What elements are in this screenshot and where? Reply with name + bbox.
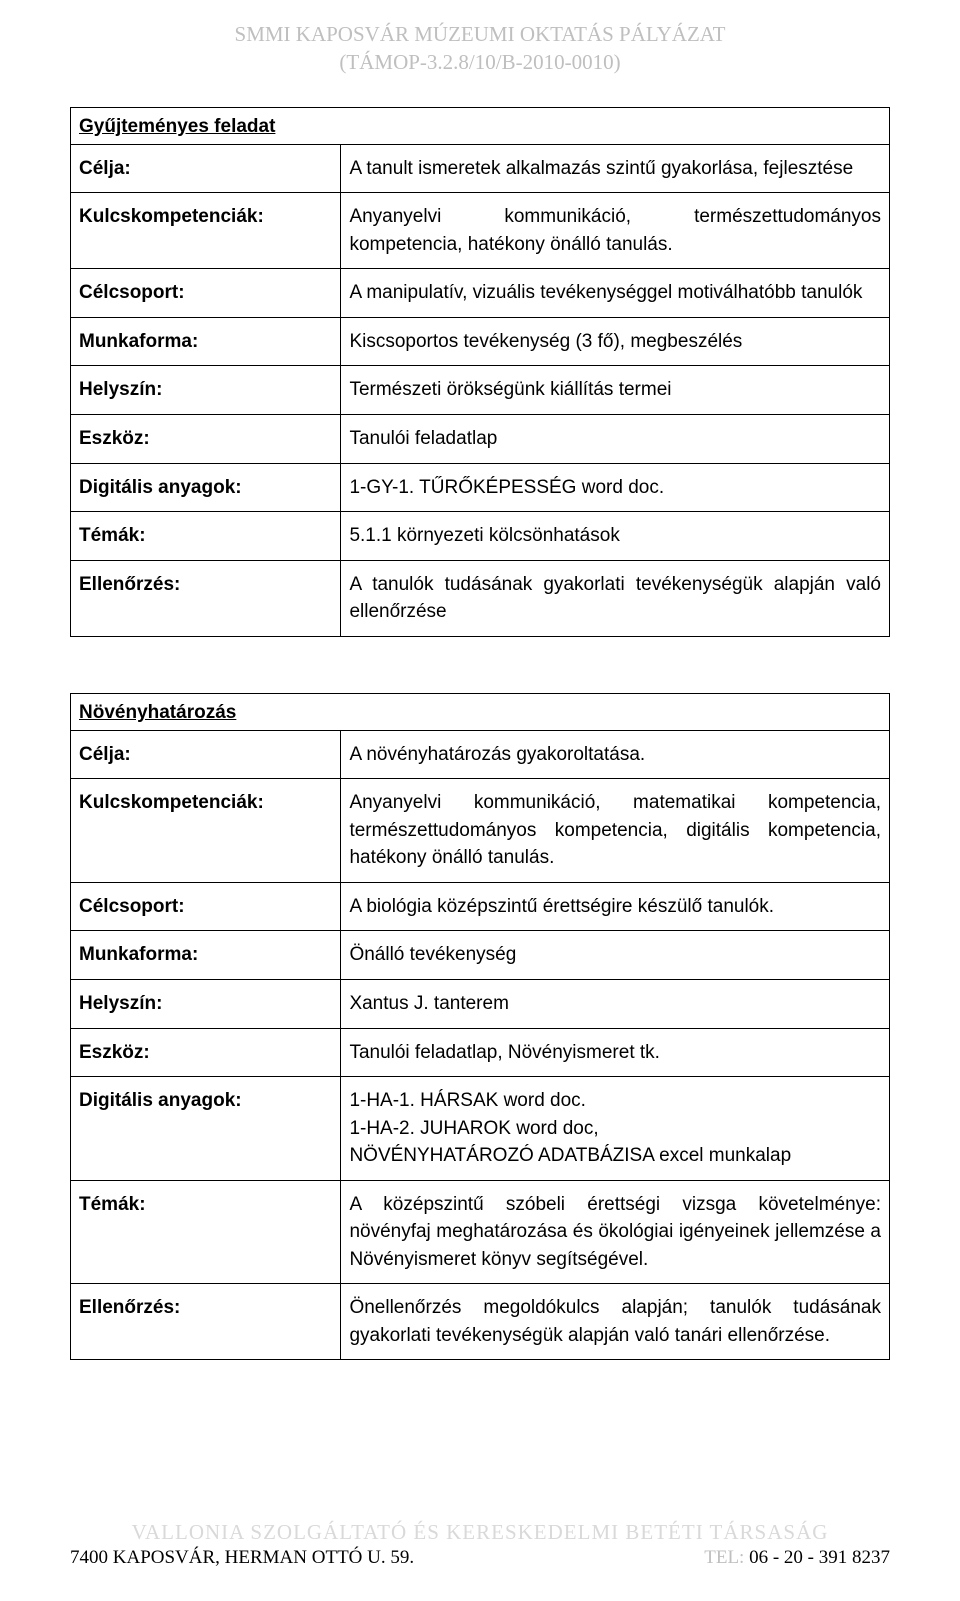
block2-value: Anyanyelvi kommunikáció, matematikai kom… <box>341 779 889 883</box>
block2-value: Önálló tevékenység <box>341 931 889 980</box>
table-row: Eszköz:Tanulói feladatlap, Növényismeret… <box>71 1028 889 1077</box>
block-novenyhatarozas: Növényhatározás Célja:A növényhatározás … <box>70 693 890 1361</box>
table-row: Kulcskompetenciák:Anyanyelvi kommunikáci… <box>71 779 889 883</box>
block2-value: Önellenőrzés megoldókulcs alapján; tanul… <box>341 1284 889 1360</box>
block1-label: Célja: <box>71 145 341 193</box>
table-row: Digitális anyagok:1-GY-1. TŰRŐKÉPESSÉG w… <box>71 463 889 512</box>
table-row: Helyszín:Xantus J. tanterem <box>71 979 889 1028</box>
table-row: Célja:A tanult ismeretek alkalmazás szin… <box>71 145 889 193</box>
block1-label: Digitális anyagok: <box>71 463 341 512</box>
table-row: Témák:A középszintű szóbeli érettségi vi… <box>71 1180 889 1284</box>
header-line1: SMMI KAPOSVÁR MÚZEUMI OKTATÁS PÁLYÁZAT <box>70 20 890 48</box>
table-row: Célja:A növényhatározás gyakoroltatása. <box>71 731 889 779</box>
table-row: Helyszín:Természeti örökségünk kiállítás… <box>71 366 889 415</box>
block2-value: Xantus J. tanterem <box>341 979 889 1028</box>
block2-value: A növényhatározás gyakoroltatása. <box>341 731 889 779</box>
table-row: Ellenőrzés:Önellenőrzés megoldókulcs ala… <box>71 1284 889 1360</box>
block1-value: Természeti örökségünk kiállítás termei <box>341 366 889 415</box>
block1-value: 1-GY-1. TŰRŐKÉPESSÉG word doc. <box>341 463 889 512</box>
table-row: Témák:5.1.1 környezeti kölcsönhatások <box>71 512 889 561</box>
block1-label: Témák: <box>71 512 341 561</box>
block2-value: 1-HA-1. HÁRSAK word doc.1-HA-2. JUHAROK … <box>341 1077 889 1181</box>
table-row: Kulcskompetenciák:Anyanyelvi kommunikáci… <box>71 193 889 269</box>
block1-label: Kulcskompetenciák: <box>71 193 341 269</box>
table-row: Eszköz:Tanulói feladatlap <box>71 414 889 463</box>
block1-value: Kiscsoportos tevékenység (3 fő), megbesz… <box>341 317 889 366</box>
table-row: Ellenőrzés:A tanulók tudásának gyakorlat… <box>71 560 889 636</box>
block2-title: Növényhatározás <box>71 694 889 731</box>
block1-value: A tanulók tudásának gyakorlati tevékenys… <box>341 560 889 636</box>
table-row: Munkaforma:Kiscsoportos tevékenység (3 f… <box>71 317 889 366</box>
block2-value: A biológia középszintű érettségire készü… <box>341 882 889 931</box>
footer-address: 7400 KAPOSVÁR, HERMAN OTTÓ U. 59. <box>70 1547 414 1569</box>
header-line2: (TÁMOP-3.2.8/10/B-2010-0010) <box>70 48 890 76</box>
footer-company: VALLONIA SZOLGÁLTATÓ ÉS KERESKEDELMI BET… <box>70 1520 890 1545</box>
block2-label: Munkaforma: <box>71 931 341 980</box>
block1-value: A tanult ismeretek alkalmazás szintű gya… <box>341 145 889 193</box>
block2-label: Eszköz: <box>71 1028 341 1077</box>
footer-tel-number: 06 - 20 - 391 8237 <box>744 1547 890 1568</box>
block1-table: Célja:A tanult ismeretek alkalmazás szin… <box>71 145 889 636</box>
table-row: Célcsoport:A biológia középszintű éretts… <box>71 882 889 931</box>
block1-label: Eszköz: <box>71 414 341 463</box>
block1-label: Munkaforma: <box>71 317 341 366</box>
block2-label: Kulcskompetenciák: <box>71 779 341 883</box>
footer-tel-label: TEL: <box>704 1547 744 1568</box>
page-header: SMMI KAPOSVÁR MÚZEUMI OKTATÁS PÁLYÁZAT (… <box>70 20 890 77</box>
block-gyujtemenyes: Gyűjteményes feladat Célja:A tanult isme… <box>70 107 890 637</box>
block1-label: Helyszín: <box>71 366 341 415</box>
block2-label: Digitális anyagok: <box>71 1077 341 1181</box>
block1-value: Anyanyelvi kommunikáció, természettudomá… <box>341 193 889 269</box>
table-row: Munkaforma:Önálló tevékenység <box>71 931 889 980</box>
block2-label: Ellenőrzés: <box>71 1284 341 1360</box>
block1-value: Tanulói feladatlap <box>341 414 889 463</box>
block2-label: Témák: <box>71 1180 341 1284</box>
block1-value: 5.1.1 környezeti kölcsönhatások <box>341 512 889 561</box>
footer-tel: TEL: 06 - 20 - 391 8237 <box>704 1547 890 1569</box>
block1-label: Célcsoport: <box>71 269 341 318</box>
block1-value: A manipulatív, vizuális tevékenységgel m… <box>341 269 889 318</box>
block2-label: Helyszín: <box>71 979 341 1028</box>
block2-label: Célcsoport: <box>71 882 341 931</box>
block2-value: Tanulói feladatlap, Növényismeret tk. <box>341 1028 889 1077</box>
block2-value: A középszintű szóbeli érettségi vizsga k… <box>341 1180 889 1284</box>
block2-label: Célja: <box>71 731 341 779</box>
block2-table: Célja:A növényhatározás gyakoroltatása.K… <box>71 731 889 1360</box>
block1-label: Ellenőrzés: <box>71 560 341 636</box>
table-row: Digitális anyagok:1-HA-1. HÁRSAK word do… <box>71 1077 889 1181</box>
page-footer: VALLONIA SZOLGÁLTATÓ ÉS KERESKEDELMI BET… <box>70 1520 890 1569</box>
block1-title: Gyűjteményes feladat <box>71 108 889 145</box>
table-row: Célcsoport:A manipulatív, vizuális tevék… <box>71 269 889 318</box>
